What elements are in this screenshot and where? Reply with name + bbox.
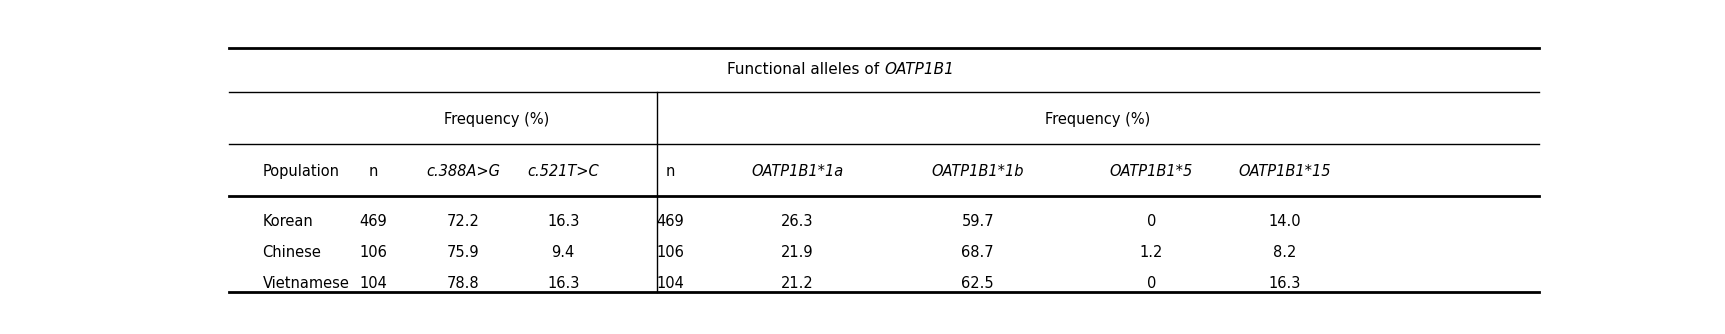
Text: 78.8: 78.8 (447, 276, 480, 291)
Text: 104: 104 (359, 276, 388, 291)
Text: n: n (666, 164, 674, 179)
Text: Frequency (%): Frequency (%) (1045, 112, 1151, 127)
Text: Functional alleles of: Functional alleles of (726, 62, 883, 77)
Text: 21.9: 21.9 (781, 245, 814, 260)
Text: 469: 469 (359, 214, 386, 229)
Text: 62.5: 62.5 (961, 276, 994, 291)
Text: OATP1B1*5: OATP1B1*5 (1109, 164, 1194, 179)
Text: Population: Population (262, 164, 340, 179)
Text: 106: 106 (359, 245, 388, 260)
Text: OATP1B1*15: OATP1B1*15 (1239, 164, 1332, 179)
Text: 469: 469 (656, 214, 685, 229)
Text: Korean: Korean (262, 214, 314, 229)
Text: 16.3: 16.3 (1270, 276, 1301, 291)
Text: 106: 106 (656, 245, 685, 260)
Text: 21.2: 21.2 (781, 276, 814, 291)
Text: OATP1B1*1a: OATP1B1*1a (750, 164, 844, 179)
Text: 0: 0 (1147, 276, 1156, 291)
Text: 75.9: 75.9 (447, 245, 480, 260)
Text: 68.7: 68.7 (961, 245, 994, 260)
Text: 8.2: 8.2 (1273, 245, 1297, 260)
Text: 72.2: 72.2 (447, 214, 480, 229)
Text: Frequency (%): Frequency (%) (443, 112, 549, 127)
Text: 16.3: 16.3 (547, 276, 580, 291)
Text: 104: 104 (656, 276, 685, 291)
Text: OATP1B1*1b: OATP1B1*1b (932, 164, 1025, 179)
Text: 26.3: 26.3 (781, 214, 814, 229)
Text: 9.4: 9.4 (552, 245, 574, 260)
Text: c.521T>C: c.521T>C (528, 164, 599, 179)
Text: 0: 0 (1147, 214, 1156, 229)
Text: Vietnamese: Vietnamese (262, 276, 348, 291)
Text: 16.3: 16.3 (547, 214, 580, 229)
Text: 14.0: 14.0 (1270, 214, 1301, 229)
Text: OATP1B1: OATP1B1 (883, 62, 954, 77)
Text: n: n (369, 164, 378, 179)
Text: 59.7: 59.7 (961, 214, 994, 229)
Text: 1.2: 1.2 (1140, 245, 1163, 260)
Text: c.388A>G: c.388A>G (426, 164, 500, 179)
Text: Chinese: Chinese (262, 245, 321, 260)
